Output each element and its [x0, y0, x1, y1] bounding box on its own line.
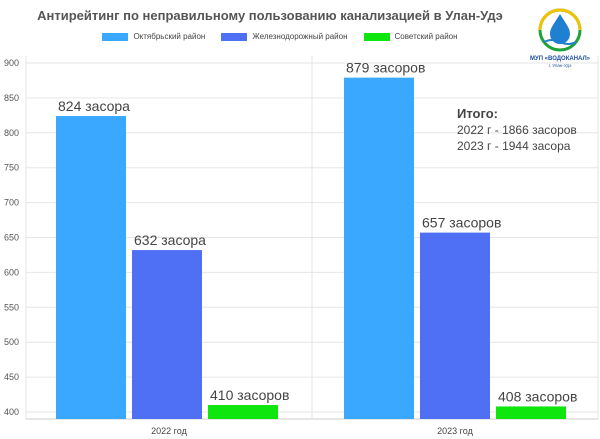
- legend-label: Советский район: [394, 32, 458, 41]
- legend-swatch: [221, 32, 248, 41]
- y-tick-label: 550: [4, 302, 19, 312]
- data-label: 824 засора: [58, 98, 130, 114]
- y-tick-label: 850: [4, 93, 19, 103]
- logo-name: МУП «ВОДОКАНАЛ»: [530, 56, 591, 62]
- y-tick-label: 750: [4, 163, 19, 173]
- y-tick-label: 400: [4, 407, 19, 417]
- x-tick-label: 2022 год: [151, 426, 187, 436]
- legend-item-sovetsky[interactable]: Советский район: [363, 32, 458, 41]
- legend-item-oktyabrsky[interactable]: Октябрьский район: [102, 32, 205, 41]
- logo-city: г. Улан-Удэ: [549, 63, 572, 68]
- vodokanal-logo: МУП «ВОДОКАНАЛ» г. Улан-Удэ: [530, 8, 591, 68]
- summary-line: 2023 г - 1944 засора: [457, 139, 571, 153]
- data-label: 632 засора: [134, 232, 206, 248]
- bar: [496, 406, 566, 419]
- y-tick-label: 650: [4, 233, 19, 243]
- data-label: 408 засоров: [498, 388, 577, 404]
- legend-swatch: [363, 32, 390, 41]
- bar: [420, 232, 490, 419]
- bar: [344, 77, 414, 419]
- y-tick-label: 800: [4, 128, 19, 138]
- y-tick-label: 900: [4, 58, 19, 68]
- bar: [56, 116, 126, 420]
- chart-title: Антирейтинг по неправильному пользованию…: [37, 8, 503, 23]
- data-label: 657 засоров: [422, 215, 501, 231]
- summary-title: Итого:: [457, 106, 498, 121]
- legend-label: Октябрьский район: [133, 32, 206, 41]
- data-label: 879 засоров: [346, 60, 425, 76]
- x-tick-label: 2023 год: [437, 426, 473, 436]
- legend-swatch: [102, 32, 129, 41]
- bar: [208, 405, 278, 419]
- legend: Октябрьский район Железнодорожный район …: [0, 32, 600, 41]
- data-label: 410 засоров: [210, 387, 289, 403]
- y-tick-label: 500: [4, 337, 19, 347]
- summary-line: 2022 г - 1866 засоров: [457, 123, 577, 137]
- y-tick-label: 700: [4, 198, 19, 208]
- bar: [132, 250, 202, 419]
- y-tick-label: 600: [4, 267, 19, 277]
- y-tick-label: 450: [4, 372, 19, 382]
- legend-label: Железнодорожный район: [252, 32, 348, 41]
- legend-item-zheleznodorozhny[interactable]: Железнодорожный район: [221, 32, 348, 41]
